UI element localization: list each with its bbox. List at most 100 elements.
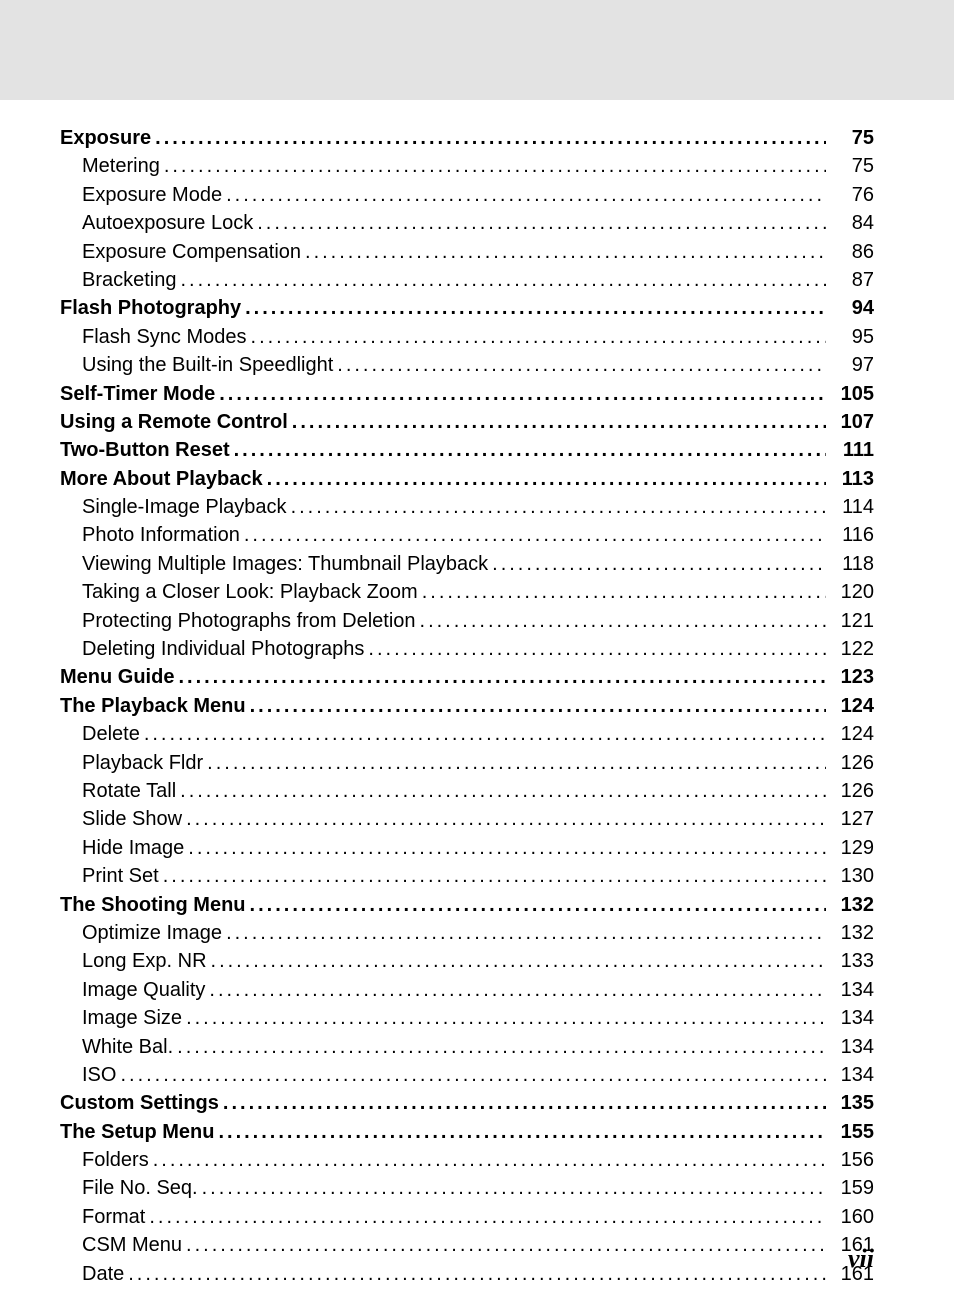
toc-entry-page: 107 <box>830 408 874 436</box>
toc-entry: Exposure................................… <box>60 124 874 152</box>
toc-entry-page: 133 <box>830 947 874 975</box>
toc-entry-label: Optimize Image <box>82 919 222 947</box>
toc-entry-page: 126 <box>830 749 874 777</box>
toc-entry-label: Playback Fldr <box>82 749 203 777</box>
toc-entry-label: Metering <box>82 152 160 180</box>
toc-entry-page: 111 <box>830 436 874 464</box>
toc-leader-dots: ........................................… <box>368 635 826 663</box>
toc-entry-label: Viewing Multiple Images: Thumbnail Playb… <box>82 550 488 578</box>
toc-leader-dots: ........................................… <box>250 891 826 919</box>
toc-entry-label: Exposure Compensation <box>82 238 301 266</box>
toc-entry-page: 116 <box>830 521 874 549</box>
toc-entry-label: White Bal. <box>82 1033 173 1061</box>
toc-entry-label: Protecting Photographs from Deletion <box>82 607 416 635</box>
toc-entry-page: 114 <box>830 493 874 521</box>
toc-leader-dots: ........................................… <box>267 465 826 493</box>
toc-entry-label: ISO <box>82 1061 116 1089</box>
toc-entry: Deleting Individual Photographs.........… <box>60 635 874 663</box>
toc-entry-label: Menu Guide <box>60 663 174 691</box>
toc-entry: Hide Image..............................… <box>60 834 874 862</box>
toc-entry: Metering................................… <box>60 152 874 180</box>
toc-entry: File No. Seq............................… <box>60 1174 874 1202</box>
toc-entry-label: Slide Show <box>82 805 182 833</box>
toc-leader-dots: ........................................… <box>177 1033 826 1061</box>
toc-leader-dots: ........................................… <box>219 380 826 408</box>
toc-entry-page: 113 <box>830 465 874 493</box>
toc-entry-label: Single-Image Playback <box>82 493 287 521</box>
toc-leader-dots: ........................................… <box>492 550 826 578</box>
toc-entry: Custom Settings.........................… <box>60 1089 874 1117</box>
header-band <box>0 0 954 100</box>
toc-leader-dots: ........................................… <box>186 805 826 833</box>
toc-entry-label: Taking a Closer Look: Playback Zoom <box>82 578 418 606</box>
toc-entry: Image Size..............................… <box>60 1004 874 1032</box>
toc-entry-label: Date <box>82 1260 124 1288</box>
toc-entry: Delete..................................… <box>60 720 874 748</box>
toc-leader-dots: ........................................… <box>422 578 826 606</box>
toc-entry: The Setup Menu..........................… <box>60 1118 874 1146</box>
toc-entry: The Playback Menu.......................… <box>60 692 874 720</box>
toc-entry: Autoexposure Lock.......................… <box>60 209 874 237</box>
toc-entry-label: Delete <box>82 720 140 748</box>
toc-entry: Flash Sync Modes........................… <box>60 323 874 351</box>
toc-leader-dots: ........................................… <box>202 1174 826 1202</box>
toc-entry-page: 132 <box>830 919 874 947</box>
toc-leader-dots: ........................................… <box>207 749 826 777</box>
toc-entry-page: 124 <box>830 692 874 720</box>
toc-leader-dots: ........................................… <box>128 1260 826 1288</box>
toc-entry: Optimize Image..........................… <box>60 919 874 947</box>
toc-entry-label: Format <box>82 1203 145 1231</box>
toc-leader-dots: ........................................… <box>186 1004 826 1032</box>
toc-entry: Viewing Multiple Images: Thumbnail Playb… <box>60 550 874 578</box>
toc-entry: Long Exp. NR............................… <box>60 947 874 975</box>
toc-entry-label: Two-Button Reset <box>60 436 230 464</box>
toc-entry: Print Set...............................… <box>60 862 874 890</box>
toc-entry-page: 105 <box>830 380 874 408</box>
toc-entry-label: Exposure <box>60 124 151 152</box>
toc-entry-label: Print Set <box>82 862 159 890</box>
toc-entry-label: Long Exp. NR <box>82 947 207 975</box>
toc-entry-page: 97 <box>830 351 874 379</box>
toc-entry-page: 123 <box>830 663 874 691</box>
toc-entry-label: Autoexposure Lock <box>82 209 253 237</box>
toc-entry-page: 94 <box>830 294 874 322</box>
toc-entry: Playback Fldr...........................… <box>60 749 874 777</box>
toc-leader-dots: ........................................… <box>155 124 826 152</box>
toc-entry-page: 134 <box>830 1004 874 1032</box>
toc-entry-label: Image Quality <box>82 976 205 1004</box>
toc-leader-dots: ........................................… <box>163 862 826 890</box>
toc-entry: Date....................................… <box>60 1260 874 1288</box>
toc-leader-dots: ........................................… <box>211 947 826 975</box>
toc-entry: The Shooting Menu.......................… <box>60 891 874 919</box>
toc-entry-label: CSM Menu <box>82 1231 182 1259</box>
toc-leader-dots: ........................................… <box>144 720 826 748</box>
toc-entry-label: Using the Built-in Speedlight <box>82 351 333 379</box>
toc-leader-dots: ........................................… <box>153 1146 826 1174</box>
toc-entry-label: More About Playback <box>60 465 263 493</box>
toc-entry-page: 76 <box>830 181 874 209</box>
toc-entry-label: Self-Timer Mode <box>60 380 215 408</box>
toc-entry: Single-Image Playback...................… <box>60 493 874 521</box>
toc-leader-dots: ........................................… <box>218 1118 826 1146</box>
toc-leader-dots: ........................................… <box>251 323 826 351</box>
toc-entry: Self-Timer Mode.........................… <box>60 380 874 408</box>
toc-entry-page: 127 <box>830 805 874 833</box>
toc-entry-label: Flash Photography <box>60 294 241 322</box>
toc-entry: More About Playback.....................… <box>60 465 874 493</box>
toc-entry-page: 130 <box>830 862 874 890</box>
toc-entry-label: Rotate Tall <box>82 777 176 805</box>
toc-entry: Photo Information.......................… <box>60 521 874 549</box>
toc-entry-page: 122 <box>830 635 874 663</box>
toc-entry-page: 129 <box>830 834 874 862</box>
toc-entry-page: 134 <box>830 976 874 1004</box>
toc-entry-label: Bracketing <box>82 266 177 294</box>
toc-leader-dots: ........................................… <box>292 408 826 436</box>
toc-entry-label: Exposure Mode <box>82 181 222 209</box>
toc-entry-page: 75 <box>830 124 874 152</box>
toc-entry-label: File No. Seq. <box>82 1174 198 1202</box>
toc-entry-page: 160 <box>830 1203 874 1231</box>
toc-entry-label: Hide Image <box>82 834 184 862</box>
toc-entry-label: The Setup Menu <box>60 1118 214 1146</box>
toc-leader-dots: ........................................… <box>186 1231 826 1259</box>
toc-entry-page: 134 <box>830 1033 874 1061</box>
